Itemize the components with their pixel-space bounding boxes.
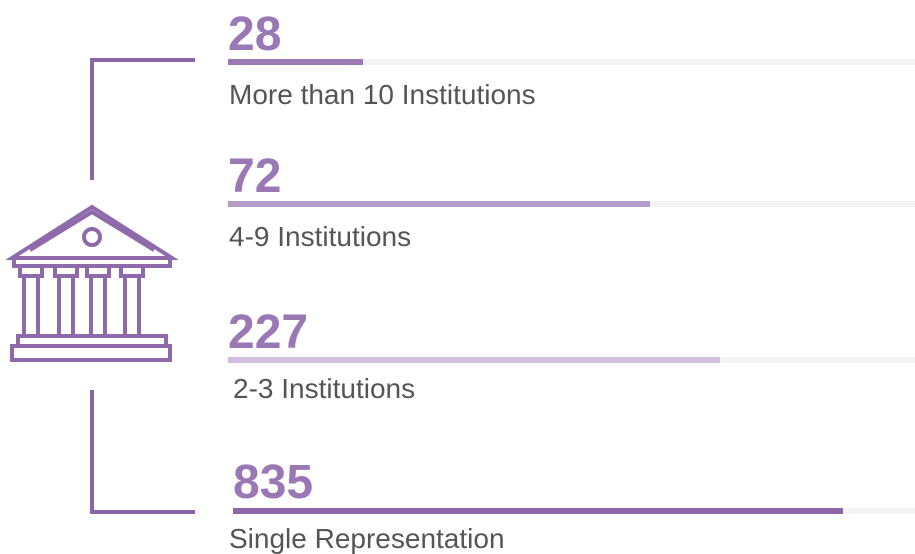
count: 227 bbox=[228, 306, 308, 359]
bar bbox=[228, 357, 720, 363]
bar bbox=[228, 59, 363, 65]
row-label: 4-9 Institutions bbox=[229, 221, 411, 252]
bracket-top bbox=[90, 58, 195, 180]
row: 835 Single Representation bbox=[229, 456, 915, 554]
count: 28 bbox=[228, 8, 281, 61]
row-label: 2-3 Institutions bbox=[233, 373, 415, 404]
row: 28 More than 10 Institutions bbox=[228, 8, 915, 110]
bar bbox=[233, 508, 843, 514]
bar-track bbox=[228, 59, 915, 65]
building-icon bbox=[5, 204, 179, 362]
count: 835 bbox=[233, 456, 313, 509]
count: 72 bbox=[228, 150, 281, 203]
row: 227 2-3 Institutions bbox=[228, 306, 915, 404]
row-label: More than 10 Institutions bbox=[229, 79, 536, 110]
bracket-bottom bbox=[90, 390, 195, 514]
row-label: Single Representation bbox=[229, 523, 505, 554]
row: 72 4-9 Institutions bbox=[228, 150, 915, 252]
bar bbox=[228, 201, 650, 207]
